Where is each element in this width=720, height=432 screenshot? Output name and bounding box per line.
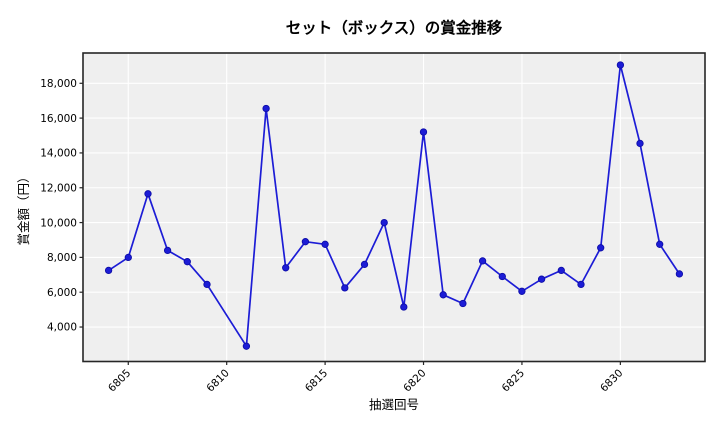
data-point	[478, 257, 487, 265]
x-tick-label: 6825	[500, 367, 527, 394]
y-axis-label: 賞金額（円）	[16, 170, 31, 245]
data-point	[459, 299, 467, 308]
data-point	[419, 128, 428, 136]
y-tick-label: 12,000	[40, 182, 77, 194]
x-tick-label: 6810	[204, 367, 231, 394]
plot-background	[83, 53, 705, 362]
data-point	[104, 266, 113, 275]
data-point	[321, 240, 329, 248]
data-point	[144, 190, 152, 198]
y-tick-label: 16,000	[40, 113, 77, 125]
data-point	[242, 342, 251, 350]
data-point	[301, 238, 310, 246]
data-point	[380, 218, 388, 227]
y-tick-label: 14,000	[40, 148, 77, 160]
data-point	[675, 270, 684, 278]
y-tick-label: 8,000	[47, 252, 77, 264]
data-point	[597, 244, 605, 252]
x-tick-label: 6815	[303, 367, 330, 394]
data-point	[400, 303, 408, 311]
y-tick-label: 10,000	[40, 217, 77, 229]
data-point	[282, 264, 290, 272]
plot-border	[82, 52, 706, 363]
data-point	[439, 291, 447, 299]
data-point	[577, 280, 585, 289]
data-point	[537, 275, 546, 283]
data-point	[124, 253, 132, 262]
y-tick-label: 6,000	[47, 287, 77, 299]
y-tick-label: 18,000	[40, 78, 77, 90]
data-point	[518, 287, 526, 295]
data-point	[183, 258, 191, 266]
data-point	[341, 284, 349, 292]
data-point	[163, 246, 172, 255]
data-point	[616, 61, 625, 69]
data-point	[557, 266, 565, 275]
data-point	[498, 272, 506, 281]
data-point	[360, 260, 369, 269]
x-tick-label: 6830	[598, 367, 625, 394]
x-tick-label: 6820	[401, 367, 428, 394]
x-axis-label: 抽選回号	[369, 397, 419, 412]
data-point	[636, 139, 644, 148]
chart-title: セット（ボックス）の賞金推移	[286, 18, 503, 37]
x-tick-label: 6805	[106, 367, 133, 394]
y-tick-label: 4,000	[47, 322, 77, 334]
data-point	[262, 104, 270, 113]
data-point	[203, 280, 211, 289]
data-point	[656, 240, 664, 248]
